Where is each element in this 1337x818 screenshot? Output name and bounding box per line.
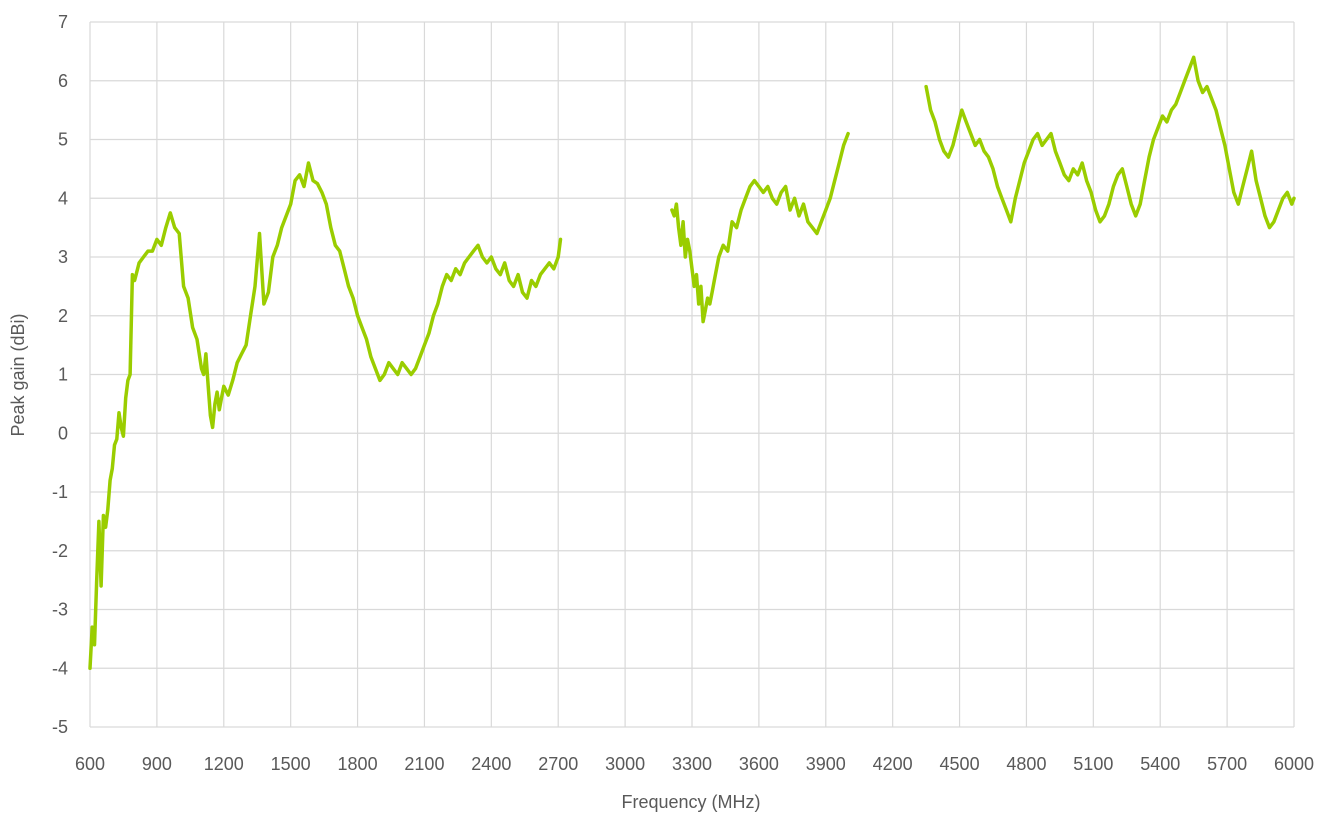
y-tick-label: 4 <box>58 188 68 208</box>
y-tick-labels: -5 -4 -3 -2 -1 0 1 2 3 4 5 6 7 <box>52 12 68 737</box>
x-tick-label: 3000 <box>605 754 645 774</box>
x-tick-label: 2700 <box>538 754 578 774</box>
y-tick-label: 7 <box>58 12 68 32</box>
y-tick-label: 0 <box>58 423 68 443</box>
y-tick-label: 1 <box>58 365 68 385</box>
x-tick-label: 5400 <box>1140 754 1180 774</box>
y-tick-label: -4 <box>52 658 68 678</box>
x-tick-label: 2400 <box>471 754 511 774</box>
x-tick-labels: 600 900 1200 1500 1800 2100 2400 2700 3000 3300 36… <box>75 754 1314 774</box>
x-tick-label: 1500 <box>271 754 311 774</box>
x-tick-label: 900 <box>142 754 172 774</box>
series-line-segment <box>670 131 850 324</box>
x-tick-label: 3600 <box>739 754 779 774</box>
y-tick-label: 6 <box>58 71 68 91</box>
x-tick-label: 2100 <box>404 754 444 774</box>
series <box>88 55 1296 671</box>
x-tick-label: 1200 <box>204 754 244 774</box>
y-tick-label: 5 <box>58 130 68 150</box>
x-tick-label: 1800 <box>338 754 378 774</box>
x-tick-label: 4200 <box>873 754 913 774</box>
y-tick-label: -2 <box>52 541 68 561</box>
series-line-segment <box>924 55 1296 230</box>
y-tick-label: -1 <box>52 482 68 502</box>
x-tick-label: 4500 <box>940 754 980 774</box>
x-tick-label: 5100 <box>1073 754 1113 774</box>
series-line-segment <box>88 161 563 671</box>
x-tick-label: 3900 <box>806 754 846 774</box>
x-tick-label: 3300 <box>672 754 712 774</box>
y-tick-label: -5 <box>52 717 68 737</box>
x-tick-label: 4800 <box>1006 754 1046 774</box>
x-tick-label: 5700 <box>1207 754 1247 774</box>
x-tick-label: 6000 <box>1274 754 1314 774</box>
y-tick-label: 2 <box>58 306 68 326</box>
y-tick-label: 3 <box>58 247 68 267</box>
grid <box>89 21 1295 728</box>
x-tick-label: 600 <box>75 754 105 774</box>
x-axis-title: Frequency (MHz) <box>621 792 760 812</box>
y-axis-title: Peak gain (dBi) <box>8 313 28 436</box>
y-tick-label: -3 <box>52 600 68 620</box>
